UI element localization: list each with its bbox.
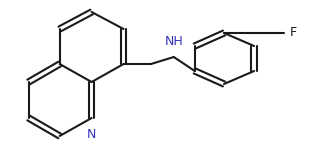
- Text: NH: NH: [165, 35, 183, 48]
- Text: F: F: [290, 26, 297, 40]
- Text: N: N: [87, 128, 96, 141]
